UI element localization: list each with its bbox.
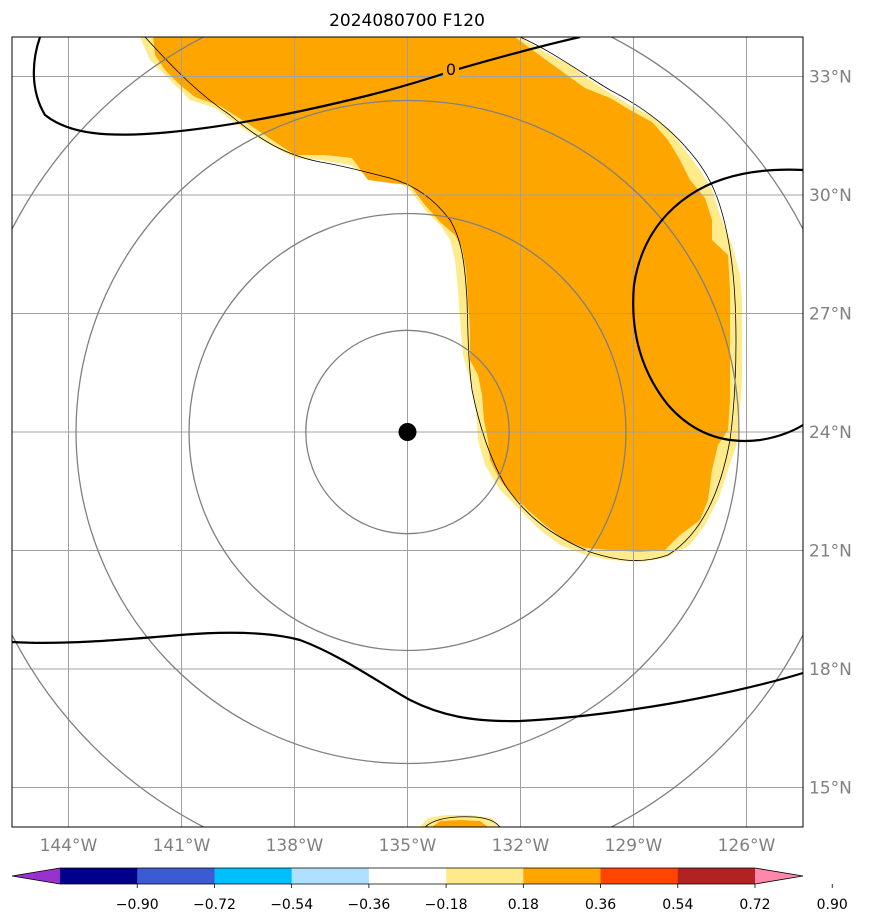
range-ring-3 <box>75 99 740 765</box>
colorbar-tick-label: 0.18 <box>508 897 539 913</box>
colorbar-tick-label: −0.90 <box>116 897 159 913</box>
colorbar-tick-label: −0.54 <box>270 897 313 913</box>
lon-tick-label: 129°W <box>605 836 663 856</box>
colorbar-outline <box>11 867 804 885</box>
contour-line-east <box>632 168 803 442</box>
colorbar-segment <box>600 868 679 884</box>
colorbar-segment <box>677 868 756 884</box>
graticule <box>12 37 803 827</box>
lat-tick-label: 30°N <box>809 186 852 206</box>
colorbar-tick-label: −0.72 <box>193 897 236 913</box>
colorbar-segment <box>446 868 524 884</box>
colorbar-tick-label: −0.18 <box>425 897 468 913</box>
contour-label-bg <box>443 59 459 79</box>
colorbar-segment <box>523 868 602 884</box>
lat-tick-label: 15°N <box>809 779 852 799</box>
colorbar-segment <box>291 868 370 884</box>
colorbar-segment <box>368 868 447 884</box>
lon-tick-label: 135°W <box>379 836 437 856</box>
lat-tick-label: 18°N <box>809 660 852 680</box>
lat-tick-label: 33°N <box>809 68 852 88</box>
colorbar-tick-label: −0.36 <box>347 897 390 913</box>
filled-region-south-core <box>432 820 488 827</box>
chart-title: 2024080700 F120 <box>329 11 485 31</box>
lon-tick-label: 132°W <box>492 836 550 856</box>
contour-line-south <box>12 631 803 723</box>
map-frame <box>11 36 804 828</box>
colorbar-extend-low <box>12 868 60 884</box>
colorbar-tick-label: 0.36 <box>585 897 616 913</box>
contour-label: 0 <box>446 60 456 79</box>
latitude-tick-labels: 15°N 18°N 21°N 24°N 27°N 30°N 33°N <box>809 68 852 799</box>
colorbar-tick-label: 0.54 <box>662 897 693 913</box>
colorbar-segment <box>214 868 293 884</box>
lat-tick-label: 27°N <box>809 305 852 325</box>
lon-tick-label: 138°W <box>266 836 324 856</box>
range-ring-2 <box>188 212 627 652</box>
region-outline-south <box>424 816 501 827</box>
colorbar-tick-label: 0.72 <box>739 897 770 913</box>
storm-center-marker <box>398 423 417 441</box>
colorbar: −0.90 −0.72 −0.54 −0.36 −0.18 0.18 0.36 0.54 0.7… <box>11 867 848 913</box>
colorbar-extend-high <box>755 868 803 884</box>
lon-tick-label: 126°W <box>718 836 776 856</box>
colorbar-segment <box>60 868 138 884</box>
colorbar-segment <box>137 868 215 884</box>
range-ring-1 <box>305 329 510 535</box>
colorbar-tick-label: 0.90 <box>817 897 848 913</box>
lat-tick-label: 21°N <box>809 542 852 562</box>
longitude-tick-labels: 144°W 141°W 138°W 135°W 132°W 129°W 126°W <box>40 836 776 856</box>
lon-tick-label: 144°W <box>40 836 98 856</box>
range-rings <box>12 37 803 827</box>
lon-tick-label: 141°W <box>153 836 211 856</box>
region-outline <box>144 37 737 561</box>
contour-line-north <box>32 37 581 136</box>
filled-region-main <box>153 37 730 552</box>
lat-tick-label: 24°N <box>809 423 852 443</box>
